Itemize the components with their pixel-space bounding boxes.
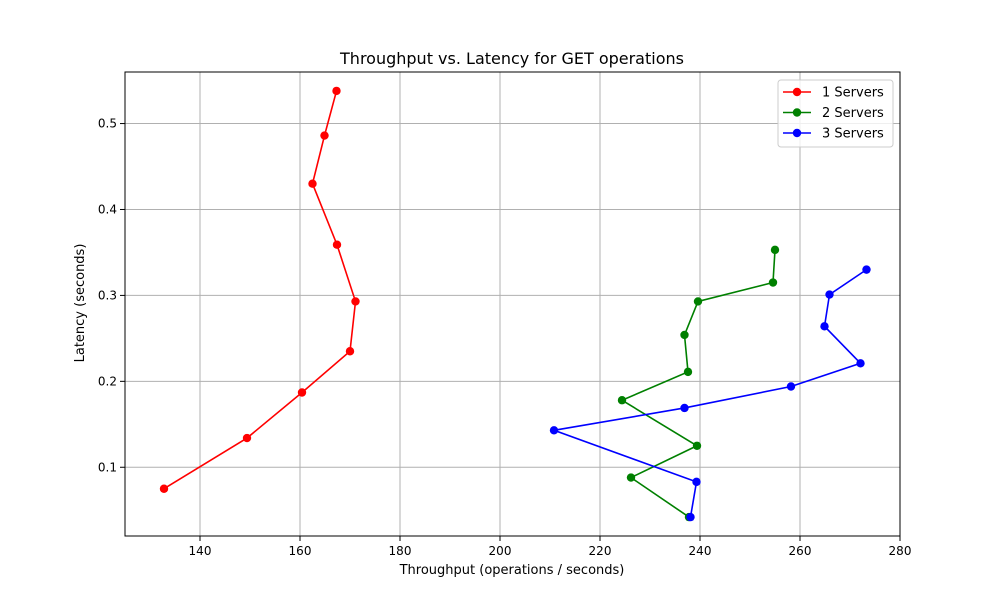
data-point	[686, 512, 695, 522]
legend-box	[777, 79, 894, 148]
x-tick-label: 240	[689, 544, 712, 558]
series-3	[549, 265, 871, 522]
data-point	[351, 297, 360, 306]
legend-label: 3 Servers	[822, 127, 884, 142]
legend-label: 2 Servers	[822, 106, 884, 121]
x-tick-label: 200	[489, 544, 512, 558]
series-group	[159, 86, 871, 522]
y-tick-label: 0.2	[98, 374, 117, 388]
x-axis-label: Throughput (operations / seconds)	[399, 563, 625, 578]
y-tick-label: 0.5	[98, 117, 117, 131]
data-point	[297, 388, 307, 397]
data-point	[825, 290, 834, 299]
y-tick-label: 0.1	[98, 460, 117, 474]
y-tick-label: 0.3	[98, 288, 117, 302]
plot-frame	[124, 71, 901, 537]
y-tick-label: 0.4	[98, 202, 117, 216]
x-tick-label: 220	[589, 544, 612, 558]
data-point	[332, 86, 341, 96]
data-point	[770, 245, 780, 255]
data-point	[308, 179, 317, 188]
data-point	[332, 240, 342, 249]
legend-label: 1 Servers	[822, 86, 884, 101]
series-1	[159, 86, 360, 493]
data-point	[242, 433, 252, 443]
x-tick-label: 280	[889, 544, 912, 558]
x-axis: 140 160 180 200 220 240 260 280	[189, 536, 912, 558]
data-point	[617, 396, 627, 405]
data-point	[786, 382, 796, 391]
legend-marker	[792, 108, 802, 117]
legend-item: 1 Servers	[783, 86, 884, 101]
data-point	[159, 484, 169, 493]
data-point	[692, 477, 701, 487]
data-point	[626, 473, 636, 482]
data-point	[683, 367, 693, 377]
data-point	[345, 347, 355, 356]
data-point	[549, 426, 559, 435]
data-point	[768, 278, 778, 287]
legend-marker	[792, 128, 802, 138]
y-axis-label: Latency (seconds)	[73, 244, 88, 363]
x-tick-label: 140	[189, 544, 212, 558]
x-tick-label: 260	[789, 544, 812, 558]
legend: 1 Servers 2 Servers 3 Servers	[777, 79, 894, 148]
data-point	[820, 322, 829, 331]
data-point	[320, 131, 329, 140]
data-point	[693, 297, 703, 306]
chart-title: Throughput vs. Latency for GET operation…	[339, 49, 684, 68]
legend-marker	[792, 87, 802, 97]
data-point	[680, 330, 689, 340]
x-tick-label: 160	[289, 544, 312, 558]
y-axis: 0.1 0.2 0.3 0.4 0.5	[98, 117, 125, 474]
data-point	[692, 441, 702, 450]
data-point	[680, 403, 689, 413]
legend-item: 3 Servers	[783, 127, 884, 142]
legend-item: 2 Servers	[783, 106, 884, 121]
data-point	[862, 265, 871, 274]
data-point	[856, 359, 865, 368]
x-tick-label: 180	[389, 544, 412, 558]
